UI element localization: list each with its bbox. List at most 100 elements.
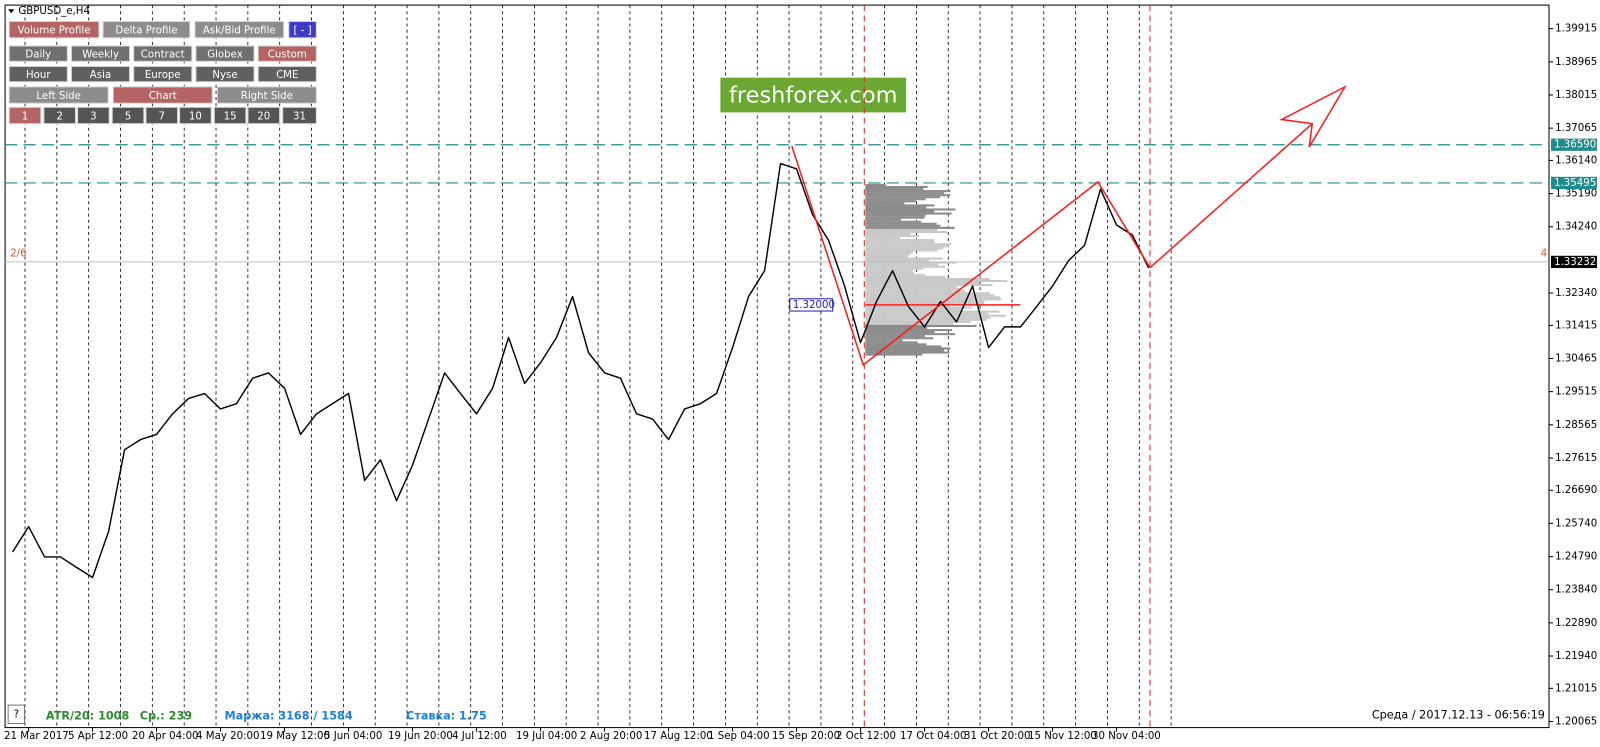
rate: Ставка: 1.75 — [406, 709, 487, 722]
volume-bin — [865, 206, 927, 209]
toolbar-button[interactable] — [8, 45, 68, 62]
volume-bin — [865, 226, 955, 229]
toolbar-button[interactable] — [288, 20, 317, 39]
button-label: Contract — [141, 50, 185, 61]
volume-bin — [865, 318, 987, 321]
toolbar-button[interactable] — [194, 20, 285, 39]
toolbar: Volume Profile Delta Profile Ask/Bid Profi… — [8, 20, 317, 125]
volume-bin — [865, 190, 951, 193]
volume-bin — [865, 327, 928, 330]
toolbar-button[interactable] — [257, 45, 317, 62]
volume-bin — [865, 345, 942, 348]
y-tick-label: 1.24790 — [1555, 552, 1597, 563]
y-tick-label: 1.31415 — [1555, 320, 1597, 331]
volume-bin — [865, 322, 954, 325]
volume-bin — [865, 333, 956, 336]
volume-bin — [865, 308, 963, 311]
toolbar-button[interactable] — [8, 65, 68, 83]
toolbar-button[interactable] — [102, 20, 191, 39]
toolbar-button[interactable] — [145, 106, 179, 125]
toolbar-button[interactable] — [216, 86, 317, 104]
y-tick-label: 1.26690 — [1555, 485, 1597, 496]
x-tick-label: 21 Mar 2017 — [4, 731, 69, 742]
volume-bin — [865, 271, 914, 274]
average: Ср.: 239 — [140, 709, 192, 722]
button-label: Europe — [145, 70, 181, 81]
level-tag — [1551, 176, 1597, 190]
volume-bin — [865, 267, 924, 270]
volume-bin — [865, 349, 945, 352]
volume-bin — [865, 316, 991, 319]
volume-bin — [865, 192, 945, 195]
volume-bin — [865, 202, 905, 205]
volume-bin — [865, 237, 901, 240]
toolbar-button[interactable] — [8, 20, 100, 39]
button-label: Delta Profile — [115, 26, 177, 37]
toolbar-button[interactable] — [179, 106, 212, 125]
toolbar-button[interactable] — [247, 106, 281, 125]
button-label: Nyse — [212, 70, 237, 81]
y-tick-label: 1.21940 — [1555, 651, 1597, 662]
volume-bin — [865, 351, 950, 354]
volume-bin — [865, 257, 943, 260]
plot: 1.39915 1.38965 1.38015 1.37065 1.36140 1.351… — [4, 24, 1597, 742]
button-label: Chart — [149, 91, 177, 102]
x-tick-label: 17 Aug 12:00 — [644, 731, 713, 742]
button-label: Hour — [26, 70, 51, 81]
toolbar-button[interactable] — [213, 106, 247, 125]
toolbar-button[interactable] — [282, 106, 317, 125]
volume-bin — [865, 200, 916, 203]
atr: ATR/20: 1008 — [46, 709, 130, 722]
y-tick-label: 1.29515 — [1555, 387, 1597, 398]
toolbar-button[interactable] — [111, 106, 145, 125]
marker-label: 1.32000 — [793, 300, 835, 311]
period-separators — [24, 5, 1172, 728]
level-tag — [1551, 138, 1597, 151]
volume-bin — [865, 224, 941, 227]
toolbar-button[interactable] — [112, 86, 213, 104]
toolbar-button[interactable] — [70, 65, 131, 83]
button-label: 20 — [257, 111, 270, 122]
volume-bin — [865, 247, 944, 250]
help-text: ? — [14, 709, 19, 720]
volume-bin — [865, 196, 941, 199]
toolbar-button[interactable] — [133, 45, 193, 62]
button-label: Right Side — [241, 91, 293, 102]
button-label: Globex — [207, 50, 243, 61]
toolbar-button[interactable] — [133, 65, 193, 83]
button-label: [ - ] — [293, 26, 311, 37]
volume-bin — [865, 298, 1002, 301]
toolbar-button[interactable] — [70, 45, 131, 62]
toolbar-button[interactable] — [8, 86, 109, 104]
x-tick-label: 31 Oct 20:00 — [964, 731, 1030, 742]
y-tick-label: 1.20065 — [1555, 716, 1597, 727]
button-label: 2 — [56, 111, 62, 122]
toolbar-button[interactable] — [8, 106, 42, 125]
volume-bin — [865, 210, 935, 213]
volume-bin — [865, 294, 995, 297]
toolbar-button[interactable] — [43, 106, 77, 125]
forecast-arrow-shaft — [1149, 123, 1313, 269]
volume-bin — [865, 251, 913, 254]
volume-bin — [865, 324, 977, 328]
volume-bin — [865, 312, 989, 315]
volume-bin — [865, 230, 948, 233]
volume-bin — [865, 300, 985, 303]
window-title: GBPUSD_e,H4 — [18, 6, 90, 17]
toolbar-button[interactable] — [195, 45, 255, 62]
toolbar-button[interactable] — [195, 65, 255, 83]
help-button[interactable] — [7, 704, 25, 725]
x-tick-label: 19 Jun 20:00 — [388, 731, 453, 742]
level-label: 1.36590 — [1554, 140, 1596, 151]
zigzag — [791, 145, 1151, 367]
volume-bin — [865, 185, 928, 189]
toolbar-button[interactable] — [77, 106, 110, 125]
margin: Маржа: 3168 / 1584 — [224, 709, 352, 722]
menu-arrow[interactable] — [8, 9, 15, 14]
button-label: 15 — [224, 111, 237, 122]
x-tick-label: 4 Jul 12:00 — [452, 731, 507, 742]
toolbar-button[interactable] — [257, 65, 317, 83]
volume-bin — [865, 241, 935, 244]
volume-bin — [865, 331, 935, 334]
